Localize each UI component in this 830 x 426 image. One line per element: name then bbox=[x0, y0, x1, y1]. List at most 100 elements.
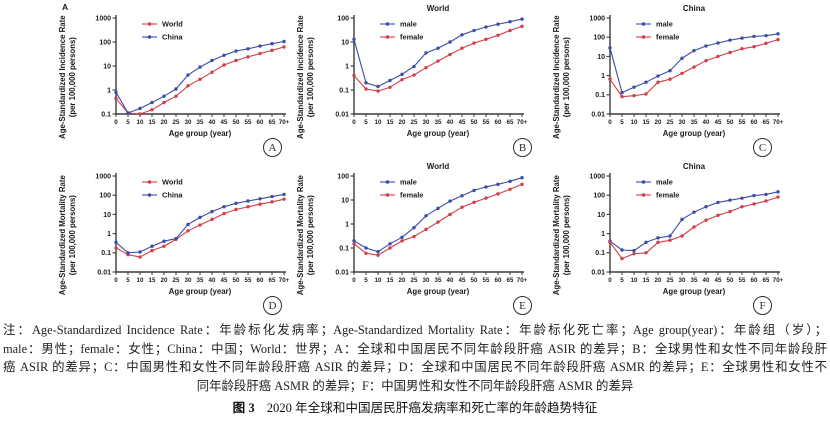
series-China bbox=[114, 192, 286, 255]
y-axis-label-c: Age-Standardized Incidence Rate (per 100… bbox=[550, 2, 574, 154]
chart-a-canvas: 0.1 1 10 100 1000 0 5 10 15 20 25 30 35 40 45 50 55 60 65 7… bbox=[95, 15, 290, 138]
legend: World China bbox=[142, 20, 183, 42]
series-female bbox=[352, 24, 524, 93]
svg-text:45: 45 bbox=[715, 119, 722, 126]
y-axis-label-e: Age-Standardized Mortality Rate (per 100… bbox=[294, 160, 318, 312]
panel-d: Age-Standardized Mortality Rate (per 100… bbox=[0, 160, 290, 318]
svg-text:0: 0 bbox=[352, 119, 356, 126]
note-line: 同年龄段肝癌 ASMR 的差异；F：中国男性和女性不同年龄段肝癌 ASMR 的差… bbox=[196, 378, 634, 393]
svg-text:10: 10 bbox=[375, 277, 382, 284]
svg-text:female: female bbox=[400, 33, 423, 42]
svg-text:0.1: 0.1 bbox=[101, 250, 111, 257]
panel-b: Age-Standardized Incidence Rate (per 100… bbox=[290, 2, 550, 160]
svg-text:15: 15 bbox=[387, 119, 394, 126]
axes bbox=[115, 15, 286, 115]
series-China bbox=[114, 39, 286, 115]
x-axis-title: Age group (year) bbox=[169, 129, 232, 138]
svg-text:15: 15 bbox=[387, 277, 394, 284]
axes bbox=[609, 15, 780, 115]
y-axis-title: Age-Standardized Incidence Rate bbox=[57, 15, 67, 139]
svg-text:1: 1 bbox=[107, 231, 111, 238]
svg-text:15: 15 bbox=[643, 119, 650, 126]
svg-text:10: 10 bbox=[597, 212, 605, 219]
chart-title: World bbox=[427, 4, 450, 13]
panel-badge-f: F bbox=[753, 296, 772, 315]
axes bbox=[609, 173, 780, 273]
y-axis-label-b: Age-Standardized Incidence Rate (per 100… bbox=[294, 2, 318, 154]
x-axis-ticks: 0 5 10 15 20 25 30 35 40 45 50 55 60 65 70+ bbox=[352, 114, 528, 126]
svg-text:55: 55 bbox=[483, 119, 490, 126]
svg-text:100: 100 bbox=[337, 173, 349, 180]
y-axis-subtitle: (per 100,000 persons) bbox=[562, 37, 571, 118]
svg-text:20: 20 bbox=[655, 277, 662, 284]
svg-text:5: 5 bbox=[364, 119, 368, 126]
svg-text:55: 55 bbox=[483, 277, 490, 284]
series-female bbox=[352, 182, 524, 257]
svg-text:0.01: 0.01 bbox=[591, 269, 605, 276]
svg-text:45: 45 bbox=[459, 119, 466, 126]
x-axis-title: Age group (year) bbox=[663, 287, 726, 296]
svg-text:1000: 1000 bbox=[589, 173, 605, 180]
svg-text:1: 1 bbox=[601, 73, 605, 80]
svg-text:40: 40 bbox=[703, 119, 710, 126]
svg-text:0.1: 0.1 bbox=[339, 87, 349, 94]
panel-a: A Age-Standardized Incidence Rate (per 1… bbox=[0, 2, 290, 160]
y-axis-title: Age-Standardized Mortality Rate bbox=[551, 175, 561, 296]
panel-a-corner-label: A bbox=[62, 2, 69, 12]
svg-text:35: 35 bbox=[197, 277, 204, 284]
svg-text:15: 15 bbox=[149, 119, 156, 126]
svg-text:10: 10 bbox=[137, 119, 144, 126]
svg-text:5: 5 bbox=[620, 119, 624, 126]
y-axis-title: Age-Standardized Mortality Rate bbox=[295, 175, 305, 296]
svg-text:10: 10 bbox=[631, 277, 638, 284]
svg-text:25: 25 bbox=[411, 119, 418, 126]
x-axis-ticks: 0 5 10 15 20 25 30 35 40 45 50 55 60 65 70+ bbox=[352, 272, 528, 284]
svg-text:25: 25 bbox=[667, 119, 674, 126]
y-axis-title: Age-Standardized Incidence Rate bbox=[551, 15, 561, 139]
chart-title: World bbox=[427, 162, 450, 171]
figure-title-line: 图 3 2020 年全球和中国居民肝癌发病率和死亡率的年龄趋势特征 bbox=[0, 397, 830, 416]
svg-text:20: 20 bbox=[161, 277, 168, 284]
y-axis-ticks: 0.01 0.1 1 10 100 bbox=[335, 173, 354, 276]
svg-text:35: 35 bbox=[435, 277, 442, 284]
panel-badge-c: C bbox=[753, 138, 772, 157]
svg-text:65: 65 bbox=[507, 119, 514, 126]
x-axis-title: Age group (year) bbox=[407, 129, 470, 138]
note-line: male：男性；female：女性；China：中国；World：世界；A：全球… bbox=[3, 341, 827, 356]
svg-text:70+: 70+ bbox=[773, 119, 784, 126]
svg-text:50: 50 bbox=[471, 277, 478, 284]
svg-text:1: 1 bbox=[107, 87, 111, 94]
svg-text:100: 100 bbox=[99, 193, 111, 200]
series-male bbox=[352, 175, 524, 254]
svg-text:40: 40 bbox=[209, 119, 216, 126]
series-male bbox=[608, 190, 780, 253]
svg-text:100: 100 bbox=[593, 193, 605, 200]
x-axis-ticks: 0 5 10 15 20 25 30 35 40 45 50 55 60 65 70+ bbox=[608, 114, 784, 126]
svg-text:65: 65 bbox=[763, 119, 770, 126]
svg-text:World: World bbox=[162, 20, 183, 29]
svg-text:25: 25 bbox=[667, 277, 674, 284]
panel-c: Age-Standardized Incidence Rate (per 100… bbox=[550, 2, 830, 160]
svg-text:10: 10 bbox=[597, 54, 605, 61]
panel-e: Age-Standardized Mortality Rate (per 100… bbox=[290, 160, 550, 318]
y-axis-label-f: Age-Standardized Mortality Rate (per 100… bbox=[550, 160, 574, 312]
svg-text:5: 5 bbox=[364, 277, 368, 284]
svg-text:35: 35 bbox=[197, 119, 204, 126]
svg-text:50: 50 bbox=[471, 119, 478, 126]
chart-c-canvas: China 0.01 0.1 1 10 100 1000 0 5 10 15 20 25 30 35 40 45… bbox=[589, 4, 784, 138]
svg-text:50: 50 bbox=[727, 277, 734, 284]
svg-text:male: male bbox=[400, 178, 417, 187]
svg-text:70+: 70+ bbox=[517, 119, 528, 126]
svg-text:1000: 1000 bbox=[95, 173, 111, 180]
svg-text:1: 1 bbox=[345, 221, 349, 228]
series-female bbox=[608, 195, 780, 261]
svg-text:70+: 70+ bbox=[279, 119, 290, 126]
svg-text:5: 5 bbox=[620, 277, 624, 284]
x-axis-ticks: 0 5 10 15 20 25 30 35 40 45 50 55 60 65 70+ bbox=[114, 114, 290, 126]
panel-badge-a: A bbox=[263, 138, 282, 157]
x-axis-title: Age group (year) bbox=[663, 129, 726, 138]
svg-text:40: 40 bbox=[447, 277, 454, 284]
svg-text:10: 10 bbox=[137, 277, 144, 284]
y-axis-subtitle: (per 100,000 persons) bbox=[68, 195, 77, 276]
figure-title: 2020 年全球和中国居民肝癌发病率和死亡率的年龄趋势特征 bbox=[266, 401, 598, 416]
